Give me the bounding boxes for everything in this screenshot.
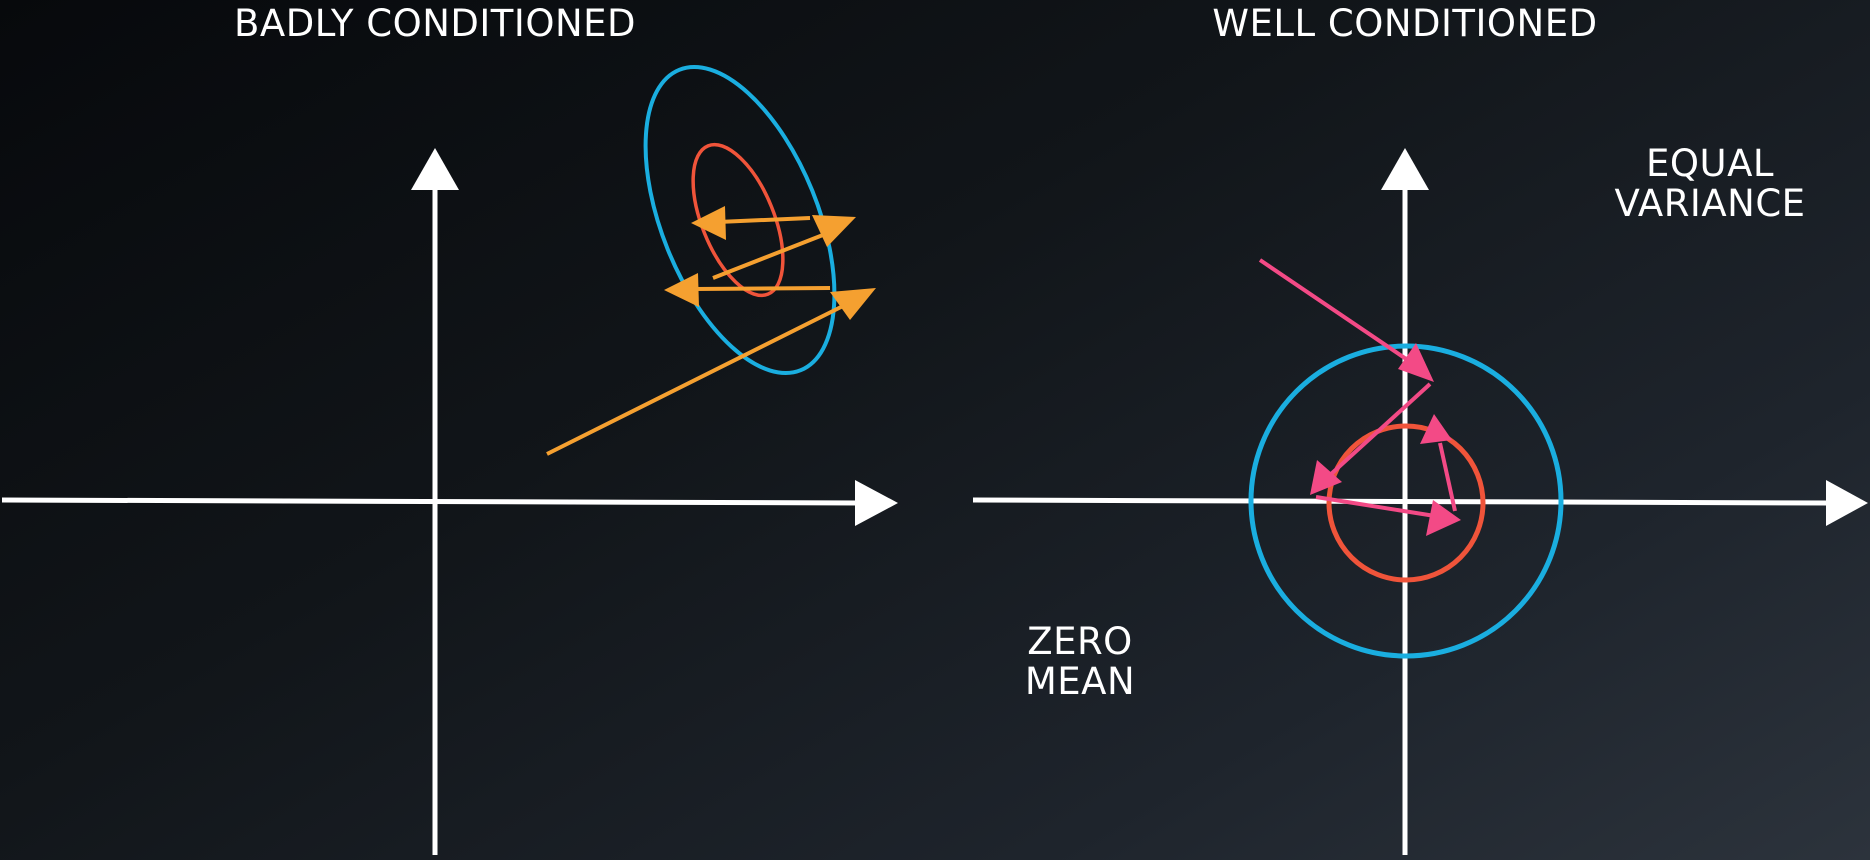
- right-axes: [972, 148, 1868, 855]
- right-step-3-arrowhead-icon: [1426, 500, 1461, 536]
- right-outer-contour: [1248, 343, 1564, 659]
- left-step-1: [546, 303, 846, 456]
- right-step-3: [1315, 495, 1436, 518]
- left-step-1-arrowhead-icon: [830, 288, 876, 320]
- equal-variance-line-2: VARIANCE: [1614, 182, 1806, 225]
- left-step-4-arrowhead-icon: [691, 206, 726, 240]
- right-step-4-arrowhead-icon: [1420, 414, 1452, 444]
- right-y-axis-arrowhead-icon: [1381, 148, 1429, 190]
- right-descent-path: [1258, 258, 1461, 536]
- right-step-4: [1438, 442, 1457, 512]
- zero-mean-annotation: ZERO MEAN: [980, 622, 1180, 702]
- left-step-2: [694, 286, 831, 291]
- left-panel-title: BADLY CONDITIONED: [234, 2, 636, 45]
- right-inner-contour: [1326, 423, 1486, 583]
- right-panel-title: WELL CONDITIONED: [1212, 2, 1598, 45]
- left-x-axis-arrowhead-icon: [855, 480, 898, 526]
- right-step-1: [1258, 258, 1420, 369]
- zero-mean-line-1: ZERO: [1027, 620, 1133, 663]
- left-step-2-arrowhead-icon: [664, 273, 699, 307]
- left-axes: [1, 148, 898, 855]
- right-x-axis: [972, 497, 1831, 506]
- left-step-3-arrowhead-icon: [812, 215, 856, 247]
- right-step-1-arrowhead-icon: [1398, 343, 1434, 382]
- left-step-4: [717, 216, 811, 224]
- left-step-3: [712, 231, 829, 280]
- right-step-2-arrowhead-icon: [1310, 460, 1342, 495]
- left-y-axis-arrowhead-icon: [411, 148, 459, 190]
- left-descent-path: [546, 206, 876, 456]
- zero-mean-line-2: MEAN: [1024, 660, 1136, 703]
- left-inner-contour: [691, 142, 785, 298]
- equal-variance-annotation: EQUAL VARIANCE: [1580, 144, 1840, 224]
- left-x-axis: [1, 497, 861, 506]
- right-x-axis-arrowhead-icon: [1826, 480, 1868, 526]
- equal-variance-line-1: EQUAL: [1645, 142, 1774, 185]
- left-outer-contour: [643, 64, 837, 376]
- right-step-2: [1328, 382, 1432, 477]
